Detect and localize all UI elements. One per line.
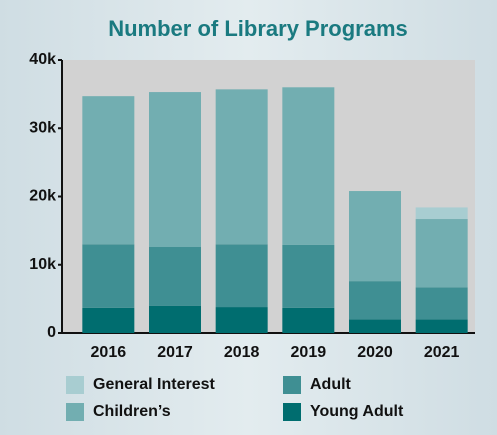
- y-tick-label: 20k: [29, 188, 56, 205]
- bar-segment: [282, 244, 335, 308]
- bar-segment: [349, 191, 401, 282]
- bar-segment: [415, 207, 468, 220]
- x-tick-label: 2019: [291, 344, 327, 361]
- bar-segment: [82, 307, 135, 333]
- bar-segment: [349, 319, 401, 333]
- bar-segment: [415, 219, 468, 288]
- y-tick-label: 30k: [29, 119, 56, 136]
- bar-segment: [415, 287, 468, 320]
- x-tick-label: 2016: [91, 344, 127, 361]
- bar-segment: [215, 244, 268, 308]
- bar-segment: [415, 319, 468, 333]
- bar-segment: [349, 281, 401, 320]
- bar-segment: [215, 307, 268, 333]
- bar-segment: [282, 307, 335, 333]
- bar-segment: [82, 96, 135, 245]
- x-tick-label: 2020: [357, 344, 393, 361]
- legend-swatch: [283, 376, 301, 394]
- bar-segment: [149, 305, 201, 333]
- chart-title: Number of Library Programs: [108, 16, 408, 41]
- y-tick-label: 10k: [29, 256, 56, 273]
- x-tick-label: 2021: [424, 344, 460, 361]
- bar-segment: [149, 247, 201, 306]
- y-tick-label: 0: [47, 324, 56, 341]
- x-tick-label: 2018: [224, 344, 260, 361]
- legend-swatch: [283, 403, 301, 421]
- legend-swatch: [66, 403, 84, 421]
- bar-segment: [215, 89, 268, 245]
- y-tick-label: 40k: [29, 51, 56, 68]
- bar-segment: [282, 87, 335, 245]
- legend-label: Children’s: [93, 403, 171, 420]
- x-tick-label: 2017: [157, 344, 193, 361]
- legend-swatch: [66, 376, 84, 394]
- bar-segment: [82, 244, 135, 308]
- legend-label: General Interest: [93, 376, 216, 393]
- bar-segment: [149, 92, 201, 248]
- legend-label: Young Adult: [310, 403, 404, 420]
- legend-label: Adult: [310, 376, 352, 393]
